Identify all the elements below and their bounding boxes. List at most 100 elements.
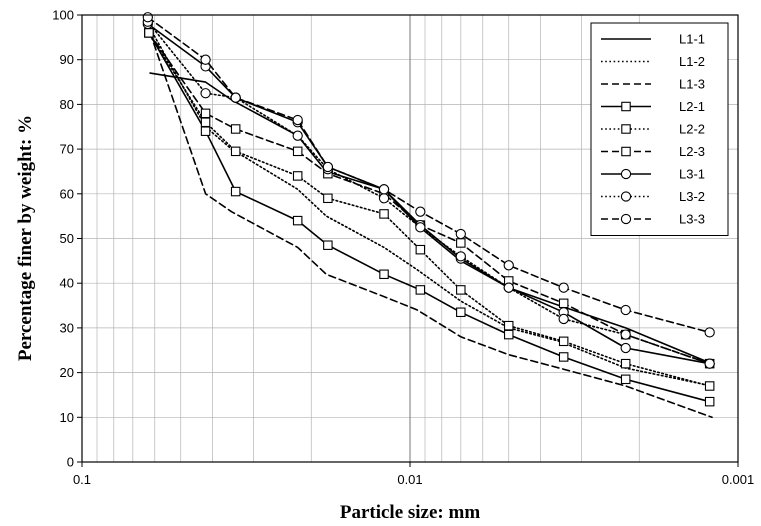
data-point-l2-2 — [230, 146, 241, 157]
data-point-l2-3 — [292, 146, 303, 157]
legend-item-l2-3: L2-3 — [601, 144, 705, 159]
legend-item-l2-2: L2-2 — [601, 122, 705, 137]
data-point-l2-1 — [558, 352, 569, 362]
data-point-l3-3 — [292, 114, 303, 126]
series-layer — [142, 12, 715, 419]
data-point-l2-1 — [230, 186, 241, 197]
data-point-l2-1 — [456, 307, 466, 318]
y-tick-label: 70 — [60, 142, 74, 157]
data-point-l3-3 — [620, 304, 631, 316]
data-point-l3-3 — [558, 282, 569, 293]
y-tick-label: 0 — [67, 455, 74, 470]
legend-label: L2-3 — [679, 144, 705, 159]
y-tick-label: 40 — [60, 276, 74, 291]
data-point-l3-3 — [322, 161, 334, 173]
legend-marker — [620, 213, 632, 225]
legend-label: L1-3 — [679, 77, 705, 92]
data-point-l3-2 — [558, 313, 569, 325]
series-line-l3-3 — [147, 16, 711, 334]
data-point-l2-1 — [503, 329, 514, 340]
y-tick-label: 80 — [60, 97, 74, 112]
data-point-l3-1 — [620, 342, 631, 354]
data-point-l2-1 — [323, 240, 333, 250]
series-l2-2 — [144, 28, 715, 391]
data-point-l3-2 — [292, 130, 303, 141]
y-tick-labels: 0 10 20 30 40 50 60 70 80 90 100 — [52, 8, 74, 470]
data-point-l2-2 — [558, 336, 569, 347]
data-point-l2-2 — [456, 285, 466, 295]
data-point-l2-3 — [144, 28, 154, 38]
x-axis-title: Particle size: mm — [340, 502, 480, 523]
legend-item-l1-1: L1-1 — [601, 32, 705, 47]
data-point-l2-2 — [415, 244, 426, 255]
y-axis-title: Percentage finer by weight: % — [15, 115, 36, 361]
legend-box — [590, 22, 729, 236]
series-line-l2-1 — [148, 32, 711, 403]
series-line-l2-3 — [148, 32, 711, 365]
plot-area-border — [81, 14, 739, 463]
series-line-l1-2 — [149, 27, 713, 387]
legend-marker — [621, 146, 631, 157]
data-point-l3-2 — [620, 329, 631, 340]
data-point-l2-3 — [230, 124, 241, 134]
data-point-l2-2 — [503, 320, 514, 331]
y-tick-label: 90 — [60, 52, 74, 67]
data-point-l3-3 — [455, 228, 466, 240]
data-point-l3-2 — [200, 88, 211, 99]
data-point-l2-3 — [456, 238, 466, 248]
data-point-l3-3 — [503, 260, 514, 271]
data-point-l2-2 — [323, 193, 333, 204]
axis-ticks — [77, 14, 739, 467]
data-point-l2-2 — [200, 117, 211, 128]
legend-item-l3-3: L3-3 — [601, 212, 705, 227]
data-point-l3-3 — [704, 327, 715, 338]
legend-marker — [621, 124, 631, 134]
legend-item-l2-1: L2-1 — [601, 99, 705, 114]
legend-label: L3-1 — [679, 167, 705, 182]
data-point-l3-3 — [415, 206, 426, 217]
legend-item-l1-3: L1-3 — [601, 77, 705, 92]
legend-label: L3-3 — [679, 212, 705, 227]
legend-label: L1-1 — [679, 32, 705, 47]
x-tick-label: 0.01 — [397, 472, 422, 487]
data-point-l3-3 — [200, 54, 211, 65]
legend-item-l1-2: L1-2 — [601, 54, 705, 69]
y-tick-label: 60 — [60, 186, 74, 201]
legend-item-l3-1: L3-1 — [601, 167, 705, 182]
data-point-l2-3 — [200, 108, 211, 119]
data-point-l2-1 — [620, 374, 631, 385]
legend-label: L2-2 — [679, 122, 705, 137]
data-point-l3-3 — [142, 12, 153, 23]
y-tick-label: 20 — [60, 365, 74, 380]
data-point-l3-3 — [378, 184, 390, 195]
legend-label: L2-1 — [679, 99, 705, 114]
data-point-l2-1 — [704, 396, 715, 407]
series-l1-2 — [149, 27, 713, 387]
legend-marker — [620, 191, 632, 202]
data-point-l3-2 — [415, 222, 426, 233]
series-line-l2-2 — [148, 32, 711, 387]
x-tick-label: 0.001 — [722, 472, 755, 487]
data-point-l2-1 — [292, 215, 303, 226]
data-point-l2-3 — [558, 298, 569, 309]
legend-item-l3-2: L3-2 — [601, 189, 705, 204]
data-point-l2-2 — [379, 209, 389, 219]
legend: L1-1 L1-2 L1-3 L2-1 L2-2 L2-3 L3-1 L3-2 L3-3 — [590, 22, 729, 236]
data-point-l2-1 — [379, 269, 389, 280]
legend-label: L3-2 — [679, 189, 705, 204]
data-point-l2-2 — [620, 358, 631, 369]
y-tick-label: 50 — [60, 231, 74, 246]
data-point-l2-1 — [415, 285, 426, 295]
data-point-l2-2 — [292, 171, 303, 181]
y-tick-label: 30 — [60, 320, 74, 335]
data-point-l3-2 — [378, 193, 390, 204]
data-point-l2-1 — [200, 126, 211, 136]
series-l3-3 — [142, 12, 715, 338]
legend-label: L1-2 — [679, 54, 705, 69]
series-l1-3 — [149, 32, 713, 419]
data-point-l3-2 — [455, 251, 466, 262]
data-point-l3-3 — [230, 92, 241, 103]
data-point-l3-2 — [704, 358, 715, 369]
y-tick-label: 10 — [60, 410, 74, 425]
